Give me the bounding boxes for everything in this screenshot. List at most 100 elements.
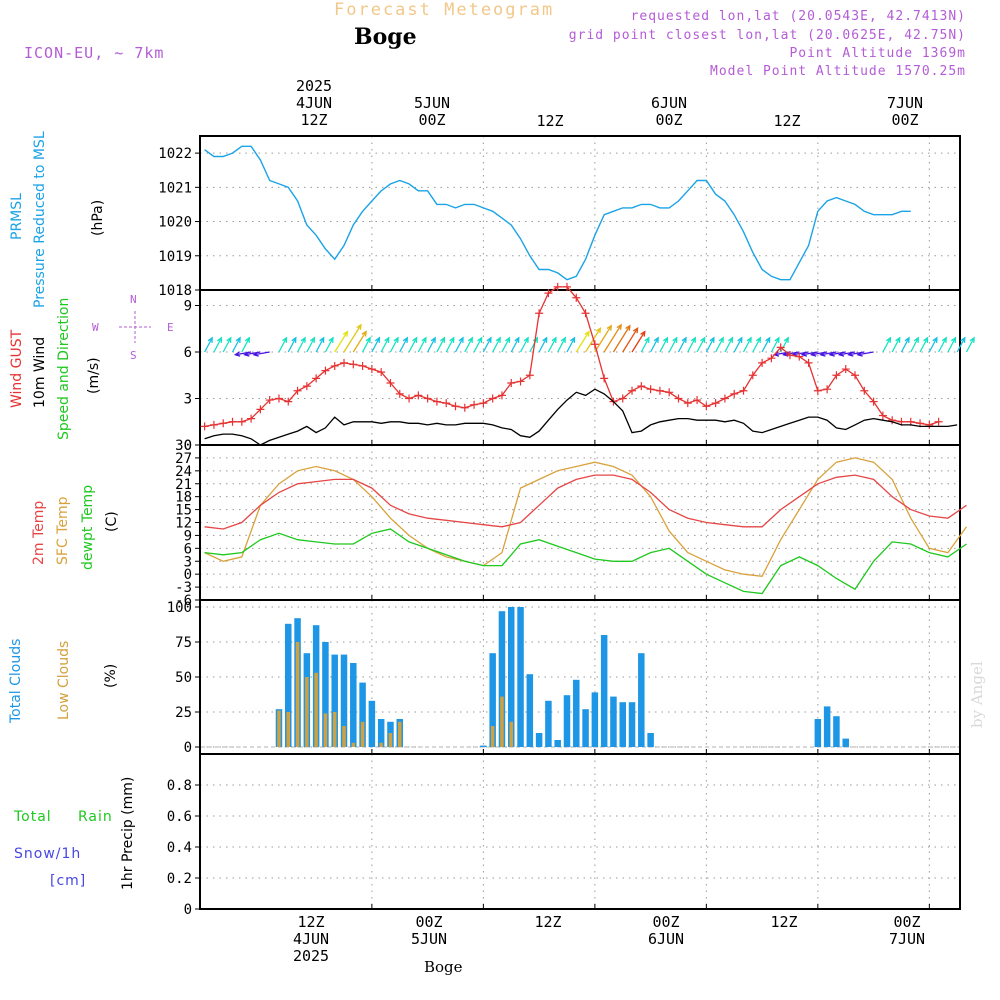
wind-arrow-head bbox=[837, 351, 845, 357]
gust-point bbox=[237, 417, 246, 426]
wind-arrow-head bbox=[941, 336, 947, 343]
gust-point bbox=[581, 309, 590, 318]
y-tick-label: 25 bbox=[175, 705, 192, 721]
wind-direction-arrow bbox=[296, 336, 306, 353]
wind-arrow-shaft bbox=[770, 337, 780, 353]
model-altitude: Model Point Altitude 1570.25m bbox=[710, 64, 966, 79]
wind-direction-arrow bbox=[243, 351, 261, 357]
gust-point bbox=[432, 397, 441, 406]
gust-point bbox=[386, 379, 395, 387]
wind-arrow-head bbox=[458, 336, 464, 343]
wind-arrow-head bbox=[595, 326, 602, 334]
y-tick-label: 0.4 bbox=[167, 840, 192, 856]
total-cloud-bar bbox=[285, 623, 292, 747]
wind-arrow-head bbox=[662, 336, 669, 343]
wind-direction-arrow bbox=[399, 336, 408, 353]
y-tick-label: 1019 bbox=[158, 249, 192, 265]
wind-arrow-head bbox=[505, 336, 511, 343]
gust-point bbox=[758, 358, 767, 367]
location-title: Boge bbox=[354, 24, 417, 50]
gust-point bbox=[665, 388, 674, 397]
wind-direction-label: Speed and Direction bbox=[56, 297, 72, 440]
wind-arrow-head bbox=[393, 336, 399, 343]
gust-point bbox=[228, 417, 237, 426]
wind-direction-arrow bbox=[380, 336, 390, 353]
wind-unit-label: (m/s) bbox=[86, 357, 102, 394]
wind-direction-arrow bbox=[900, 336, 910, 353]
gust-point bbox=[507, 379, 516, 387]
y-tick-label: 30 bbox=[175, 438, 192, 454]
rain-label: Rain bbox=[78, 809, 113, 825]
wind-arrow-shaft bbox=[436, 337, 446, 353]
gust-point bbox=[544, 289, 553, 298]
wind-direction-arrow bbox=[828, 351, 846, 357]
wind-arrow-shaft bbox=[668, 337, 678, 353]
wind-direction-arrow bbox=[510, 336, 520, 353]
wind-direction-arrow bbox=[501, 336, 511, 353]
bottom-time-label: 12Z bbox=[534, 913, 562, 931]
gust-point bbox=[358, 361, 367, 370]
gust-point bbox=[219, 419, 228, 428]
wind-arrow-shaft bbox=[445, 337, 455, 353]
total-cloud-bar bbox=[294, 618, 301, 747]
bottom-time-label: 12Z 4JUN 2025 bbox=[292, 913, 330, 965]
total-cloud-bar bbox=[275, 709, 283, 747]
wind-arrow-shaft bbox=[780, 337, 789, 353]
gust-point bbox=[878, 411, 887, 420]
wind-direction-arrow bbox=[668, 336, 678, 353]
wind-arrow-shaft bbox=[575, 331, 590, 353]
wind-direction-arrow bbox=[650, 336, 659, 353]
wind-arrow-shaft bbox=[752, 337, 761, 353]
low-cloud-bar bbox=[277, 710, 281, 747]
gust-point bbox=[609, 397, 618, 406]
wind-direction-arrow bbox=[231, 336, 241, 353]
wind-direction-arrow bbox=[334, 330, 349, 353]
top-time-label: 5JUN 00Z bbox=[413, 94, 451, 129]
wind-direction-arrow bbox=[454, 336, 464, 353]
wind-arrow-head bbox=[412, 336, 418, 343]
wind-direction-arrow bbox=[324, 336, 334, 353]
gust-point bbox=[525, 371, 534, 380]
wind-direction-arrow bbox=[891, 336, 901, 353]
wind-arrow-head bbox=[828, 351, 835, 357]
wind-arrow-head bbox=[728, 336, 734, 343]
y-tick-label: 12 bbox=[175, 516, 192, 532]
wind-arrow-shaft bbox=[427, 337, 436, 353]
wind-arrow-shaft bbox=[622, 327, 639, 353]
precip-unit-label: 1hr Precip (mm) bbox=[120, 776, 136, 890]
gust-point bbox=[655, 386, 664, 395]
wind-arrow-head bbox=[765, 336, 771, 343]
low-cloud-bar bbox=[332, 712, 337, 747]
wind-arrow-head bbox=[904, 336, 910, 343]
wind-direction-arrow bbox=[819, 351, 837, 357]
total-label: Total bbox=[14, 809, 52, 825]
wind-direction-arrow bbox=[733, 336, 743, 353]
model-label: ICON-EU, ~ 7km bbox=[24, 44, 165, 62]
wind-arrow-shaft bbox=[538, 337, 548, 353]
wind-arrow-head bbox=[421, 336, 427, 343]
wind-arrow-shaft bbox=[343, 324, 362, 353]
gust-point bbox=[590, 340, 599, 349]
compass-rose: N S W E bbox=[92, 293, 174, 362]
total-cloud-bar bbox=[377, 719, 385, 747]
wind-arrow-head bbox=[402, 336, 408, 343]
wind-arrow-shaft bbox=[829, 351, 846, 356]
wind-direction-arrow bbox=[809, 351, 828, 357]
low-cloud-bar bbox=[314, 672, 318, 747]
gust-point bbox=[200, 422, 209, 431]
wind-arrow-head bbox=[746, 336, 752, 343]
wind-arrow-head bbox=[783, 336, 789, 343]
total-cloud-bar bbox=[507, 607, 515, 747]
bottom-time-label: 00Z 7JUN bbox=[888, 913, 926, 948]
wind-direction-arrow bbox=[956, 336, 966, 353]
total-cloud-bar bbox=[396, 719, 404, 747]
compass-label: S bbox=[130, 349, 137, 362]
low-cloud-bar bbox=[342, 726, 346, 747]
y-tick-label: 0 bbox=[184, 740, 192, 756]
wind-arrow-head bbox=[252, 351, 259, 357]
y-tick-label: 75 bbox=[175, 635, 192, 651]
wind-arrow-head bbox=[523, 336, 529, 343]
total-cloud-bar bbox=[480, 745, 487, 747]
wind-arrow-shaft bbox=[389, 337, 399, 353]
wind-arrow-shaft bbox=[705, 337, 715, 353]
